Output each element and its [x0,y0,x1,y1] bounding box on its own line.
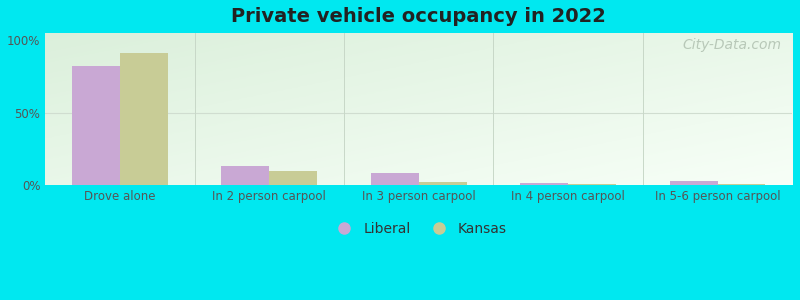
Text: City-Data.com: City-Data.com [682,38,781,52]
Bar [120,53,168,185]
Bar [270,170,317,185]
Bar [418,182,466,185]
Legend: Liberal, Kansas: Liberal, Kansas [325,217,513,242]
Bar [718,184,766,185]
Bar [222,166,270,185]
Bar [371,173,418,185]
Title: Private vehicle occupancy in 2022: Private vehicle occupancy in 2022 [231,7,606,26]
Bar [520,183,568,185]
Bar [72,66,120,185]
Bar [568,184,616,185]
Bar [670,182,718,185]
